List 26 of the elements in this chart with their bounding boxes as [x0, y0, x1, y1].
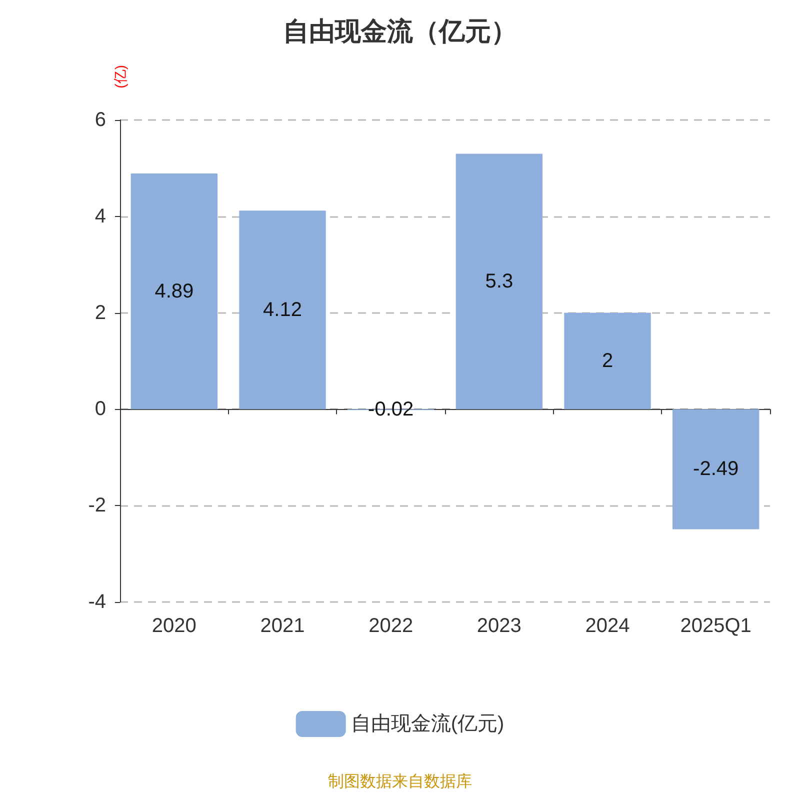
x-tick-label: 2022: [368, 615, 414, 637]
legend-label: 自由现金流(亿元): [350, 713, 504, 735]
x-tick-label: 2020: [152, 615, 196, 637]
y-tick-label: -4: [88, 591, 106, 613]
y-tick-label: 4: [94, 205, 106, 228]
chart-title: 自由现金流（亿元）: [283, 16, 517, 46]
data-label: 4.89: [154, 280, 194, 302]
x-tick-label: 2023: [476, 615, 522, 637]
data-label: -2.49: [693, 458, 739, 480]
text: 制图数据来自数据库: [328, 772, 472, 790]
bar: [564, 312, 651, 410]
data-label: 5.3: [485, 270, 514, 292]
data-label: 4.12: [263, 298, 302, 321]
y-tick-label: 2: [94, 302, 106, 324]
x-tick-label: 2024: [585, 615, 630, 637]
x-tick-label: 2025Q1: [680, 615, 752, 637]
y-axis-title: (亿): [112, 65, 128, 88]
x-tick-label: 2021: [260, 615, 305, 637]
bar: [239, 210, 326, 410]
y-tick-label: 6: [94, 109, 106, 131]
y-tick-label: -2: [88, 494, 106, 517]
y-tick-label: 0: [94, 398, 106, 420]
bar: [672, 409, 760, 530]
bar: [456, 154, 542, 410]
bar: [130, 174, 218, 410]
data-label: 2: [602, 350, 614, 372]
